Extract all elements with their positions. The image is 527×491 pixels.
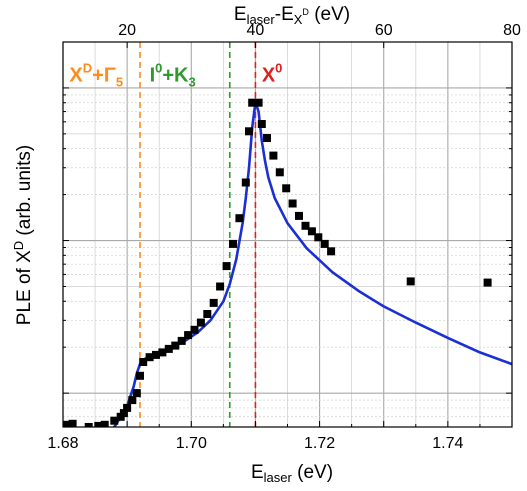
x-tick-label: 1.72 [304,435,335,452]
data-point [190,325,199,334]
x-axis-label: Elaser (eV) [251,462,333,485]
data-point [123,403,132,412]
data-point [100,420,109,427]
data-point [282,184,291,193]
data-point [483,278,492,287]
data-point [327,247,336,256]
y-axis-label: PLE of XD (arb. units) [11,145,35,325]
x-tick-label: 1.74 [432,435,463,452]
top-x-tick-label: 60 [375,22,393,39]
data-point [301,221,310,230]
data-point [241,178,250,187]
data-point [209,298,218,307]
data-point [68,419,77,427]
data-point [94,421,103,427]
data-point [216,282,225,291]
data-point [171,341,180,350]
data-point [254,98,263,107]
annotation-label: I0+K3 [150,61,196,90]
data-point [235,214,244,223]
data-point [177,336,186,345]
top-x-axis-label: Elaser-EXD (eV) [234,4,350,27]
annotation-label: X0 [262,61,283,87]
data-point [275,168,284,177]
data-point [269,151,278,160]
marker-lines [139,42,257,427]
data-point [139,358,148,366]
data-point [152,350,160,359]
data-point [110,416,119,425]
axis-ticks: 1.68 1.70 1.72 1.74 20 40 60 80 [47,22,521,452]
data-point [132,389,141,398]
annotation-label: XD+Γ5 [69,61,123,90]
x-tick-label: 1.70 [176,435,207,452]
data-point [84,423,93,427]
data-point [203,310,212,318]
fit-curve-layer [112,101,512,427]
fit-curve [112,101,512,427]
data-point [158,348,167,357]
top-x-tick-label: 40 [247,22,265,39]
data-point [164,344,173,353]
x-tick-label: 1.68 [47,435,78,452]
data-point [320,239,329,248]
data-points-layer [63,98,492,427]
annotations: XD+Γ5 I0+K3 X0 [69,61,282,90]
data-point [288,199,297,208]
data-point [406,277,415,286]
grid [62,41,513,428]
data-point [184,331,193,340]
data-point [248,98,257,107]
data-point [263,134,271,142]
top-x-tick-label: 20 [118,22,136,39]
data-point [136,371,144,380]
data-point [63,420,71,427]
data-point [295,211,303,220]
data-point [257,120,266,128]
data-point [229,239,237,248]
data-point [222,262,231,271]
data-point [119,409,128,418]
data-point [314,233,323,242]
data-point [145,353,154,362]
top-x-tick-label: 80 [503,22,521,39]
data-point [245,127,253,136]
data-point [307,227,316,236]
data-point [196,318,205,327]
data-point [128,396,137,405]
